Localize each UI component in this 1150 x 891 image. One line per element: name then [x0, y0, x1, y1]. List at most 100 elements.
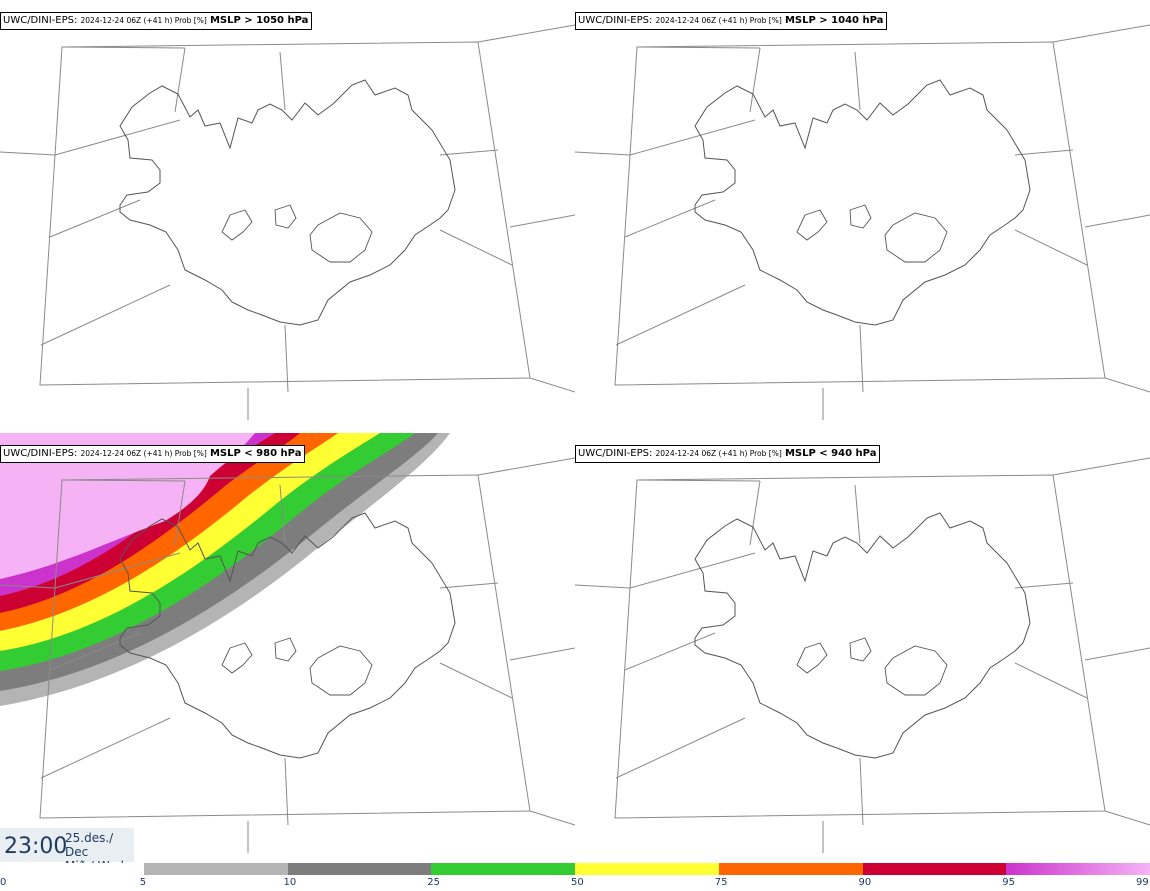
- panel-variable: MSLP > 1040 hPa: [784, 15, 884, 26]
- colorbar-tick-label: 95: [1002, 877, 1015, 888]
- coastline: [119, 512, 456, 759]
- iceland-coastline: [119, 79, 456, 326]
- colorbar-tick-label: 10: [283, 877, 297, 888]
- glacier-outline: [884, 212, 948, 263]
- grid-line: [1104, 810, 1150, 826]
- grid-line: [477, 457, 575, 476]
- panel-meta: 2024-12-24 06Z (+41 h) Prob [%]: [80, 449, 207, 458]
- grid-line: [49, 632, 141, 671]
- grid-line: [529, 377, 575, 393]
- coastline: [694, 512, 1031, 759]
- lat-lon-grid: [575, 24, 1150, 420]
- grid-line: [284, 757, 289, 826]
- grid-line: [279, 484, 286, 544]
- grid-line: [39, 41, 531, 386]
- colorbar-segment: [1006, 863, 1150, 875]
- glacier-outline: [796, 209, 828, 241]
- grid-line: [529, 810, 575, 826]
- colorbar-segment: [862, 863, 1007, 875]
- grid-line: [61, 479, 186, 482]
- grid-line: [615, 284, 746, 346]
- valid-time: 23:00: [4, 834, 68, 859]
- map-canvas: [0, 24, 575, 420]
- colorbar-segment: [143, 863, 288, 875]
- grid-line: [749, 480, 761, 546]
- grid-line: [614, 41, 1106, 386]
- grid-line: [439, 662, 513, 699]
- glacier-outline: [309, 645, 373, 696]
- panel-source: UWC/DINI-EPS: [3, 15, 74, 26]
- probability-shading: [0, 433, 450, 706]
- grid-line: [1014, 229, 1088, 266]
- colorbar-segment: [575, 863, 719, 875]
- panel-variable: MSLP > 1050 hPa: [209, 15, 309, 26]
- grid-line: [629, 119, 756, 156]
- grid-line: [439, 149, 499, 156]
- grid-line: [1084, 214, 1150, 228]
- grid-line: [1104, 377, 1150, 393]
- coastline: [119, 79, 456, 326]
- grid-line: [575, 151, 631, 156]
- grid-line: [859, 324, 864, 393]
- colorbar-segment: [718, 863, 863, 875]
- probability-band: [0, 433, 255, 579]
- panel-source: UWC/DINI-EPS: [578, 448, 649, 459]
- grid-line: [54, 552, 181, 589]
- glacier-outline: [849, 637, 872, 662]
- grid-line: [39, 474, 531, 819]
- panel-meta: 2024-12-24 06Z (+41 h) Prob [%]: [655, 449, 782, 458]
- grid-line: [1014, 662, 1088, 699]
- valid-date-label: 25.des./ Dec: [65, 831, 114, 859]
- lat-lon-grid: [575, 457, 1150, 853]
- map-panel-mslp-lt-980: UWC/DINI-EPS: 2024-12-24 06Z (+41 h) Pro…: [0, 433, 575, 853]
- grid-line: [174, 47, 186, 113]
- grid-line: [439, 229, 513, 266]
- map-panel-mslp-gt-1050: UWC/DINI-EPS: 2024-12-24 06Z (+41 h) Pro…: [0, 0, 575, 420]
- panel-source: UWC/DINI-EPS: [578, 15, 649, 26]
- grid-line: [477, 24, 575, 43]
- grid-line: [636, 46, 761, 49]
- grid-line: [624, 632, 716, 671]
- panel-meta: 2024-12-24 06Z (+41 h) Prob [%]: [80, 16, 207, 25]
- colorbar-segment: [0, 863, 144, 875]
- grid-line: [0, 584, 56, 589]
- glacier-outline: [274, 637, 297, 662]
- grid-line: [61, 46, 186, 49]
- glacier-outline: [221, 642, 253, 674]
- map-canvas: [0, 433, 575, 853]
- glacier-outline: [274, 204, 297, 229]
- panel-source: UWC/DINI-EPS: [3, 448, 74, 459]
- grid-line: [636, 479, 761, 482]
- colorbar-tick-label: 5: [139, 877, 147, 888]
- colorbar-tick-label: 0: [0, 877, 7, 888]
- iceland-coastline: [694, 512, 1031, 759]
- glacier-outline: [849, 204, 872, 229]
- grid-line: [509, 647, 575, 661]
- map-panel-mslp-lt-940: UWC/DINI-EPS: 2024-12-24 06Z (+41 h) Pro…: [575, 433, 1150, 853]
- grid-line: [40, 284, 171, 346]
- panel-meta: 2024-12-24 06Z (+41 h) Prob [%]: [655, 16, 782, 25]
- glacier-outline: [796, 642, 828, 674]
- grid-line: [439, 582, 499, 589]
- grid-line: [859, 757, 864, 826]
- grid-line: [854, 51, 861, 111]
- grid-line: [1084, 647, 1150, 661]
- grid-line: [509, 214, 575, 228]
- colorbar-tick-label: 25: [427, 877, 440, 888]
- grid-line: [1052, 24, 1150, 43]
- grid-line: [854, 484, 861, 544]
- colorbar-segment: [431, 863, 575, 875]
- colorbar-tick-label: 75: [714, 877, 728, 888]
- grid-line: [629, 552, 756, 589]
- colorbar-tick-label: 99: [1136, 877, 1149, 888]
- grid-line: [615, 717, 746, 779]
- iceland-coastline: [119, 512, 456, 759]
- coastline: [694, 79, 1031, 326]
- colorbar-tick-label: 50: [571, 877, 584, 888]
- map-canvas: [575, 457, 1150, 853]
- glacier-outline: [221, 209, 253, 241]
- grid-line: [174, 480, 186, 546]
- grid-line: [624, 199, 716, 238]
- grid-line: [284, 324, 289, 393]
- grid-line: [614, 474, 1106, 819]
